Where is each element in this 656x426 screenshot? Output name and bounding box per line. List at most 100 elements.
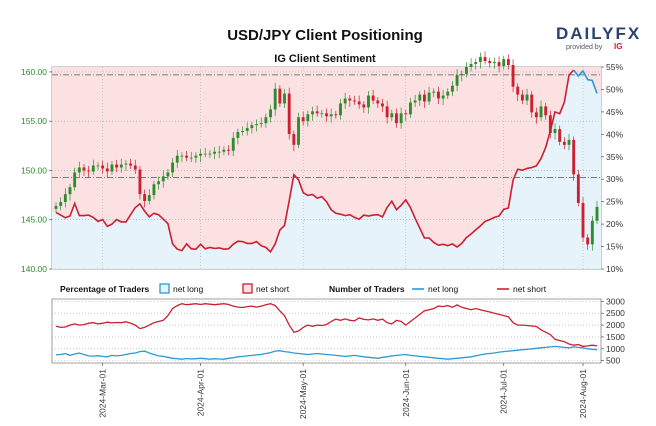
- candle-body: [553, 129, 557, 134]
- price-tick-label: 155.00: [21, 116, 47, 126]
- chart-title: USD/JPY Client Positioning: [227, 27, 423, 44]
- net-long-area: [52, 70, 601, 269]
- candle-body: [231, 137, 235, 151]
- svg-text:DAILYFX: DAILYFX: [556, 24, 641, 43]
- price-tick-label: 140.00: [21, 264, 47, 274]
- candle-body: [353, 100, 356, 102]
- candle-body: [255, 124, 258, 126]
- candle-body: [250, 125, 254, 129]
- candle-body: [138, 169, 142, 195]
- legend-pct-title: Percentage of Traders: [60, 284, 150, 294]
- candle-body: [105, 168, 109, 172]
- candle-body: [68, 187, 72, 195]
- candle-body: [343, 98, 347, 104]
- candle-body: [320, 113, 324, 115]
- candle-body: [441, 95, 445, 99]
- candle-body: [520, 94, 524, 101]
- percent-tick-label: 35%: [606, 152, 623, 162]
- candle-body: [548, 115, 552, 134]
- percent-tick-label: 40%: [606, 129, 623, 139]
- legend-pct-short-swatch: [242, 283, 253, 294]
- candle-body: [73, 172, 77, 188]
- candle-body: [54, 205, 58, 209]
- candle-body: [544, 106, 548, 116]
- candle-body: [273, 88, 277, 110]
- candle-body: [115, 164, 119, 168]
- candle-body: [180, 155, 184, 157]
- count-tick-label: 1000: [606, 344, 625, 354]
- candle-body: [450, 85, 454, 92]
- candle-body: [63, 194, 67, 202]
- candle-body: [301, 117, 305, 122]
- date-tick-label: 2024-Jun-01: [401, 369, 411, 417]
- lower-plot-area: [51, 298, 602, 364]
- legend-pct-long-swatch: [159, 283, 170, 294]
- candle-body: [427, 92, 431, 102]
- candle-body: [469, 64, 473, 67]
- candle-body: [367, 95, 370, 108]
- candle-body: [474, 62, 478, 65]
- candle-body: [306, 114, 310, 122]
- candle-body: [581, 202, 585, 238]
- candle-body: [464, 67, 468, 74]
- candle-body: [77, 167, 81, 173]
- candle-body: [241, 131, 244, 133]
- candle-body: [59, 201, 63, 206]
- percent-tick-label: 20%: [606, 219, 623, 229]
- candle-body: [436, 91, 440, 99]
- percent-tick-label: 15%: [606, 242, 623, 252]
- chart-subtitle: IG Client Sentiment: [274, 53, 376, 65]
- net-short-area: [52, 67, 601, 252]
- candle-body: [315, 111, 319, 114]
- candle-body: [516, 86, 520, 95]
- candle-body: [334, 114, 338, 116]
- candle-body: [245, 128, 249, 132]
- candle-body: [217, 151, 221, 153]
- candle-body: [297, 117, 300, 145]
- candle-body: [203, 153, 207, 155]
- candle-body: [189, 157, 193, 159]
- candle-body: [101, 165, 105, 169]
- candle-body: [362, 104, 366, 108]
- candle-body: [87, 170, 91, 172]
- candle-body: [497, 62, 501, 67]
- percent-axis-ticks: 10% 15% 20% 25% 30% 35% 40% 45% 50% 55%: [601, 62, 623, 274]
- legend-num-long-label: net long: [428, 284, 459, 294]
- percent-tick-label: 55%: [606, 62, 623, 72]
- legend-num-short-label: net short: [513, 284, 547, 294]
- candle-body: [157, 181, 161, 185]
- candle-body: [534, 112, 538, 118]
- candle-body: [567, 139, 571, 145]
- price-tick-label: 150.00: [21, 165, 47, 175]
- candle-body: [129, 163, 133, 166]
- candle-body: [432, 91, 436, 93]
- candle-body: [283, 93, 286, 104]
- candle-body: [511, 65, 515, 87]
- candle-body: [161, 176, 165, 182]
- candle-body: [348, 98, 352, 101]
- candle-body: [166, 172, 170, 177]
- candle-body: [213, 151, 217, 154]
- count-axis-ticks: 500 1000 1500 2000 2500 3000: [601, 296, 625, 366]
- candle-body: [147, 195, 151, 202]
- count-tick-label: 2500: [606, 308, 625, 318]
- candle-body: [404, 113, 408, 115]
- date-tick-label: 2024-May-01: [298, 369, 308, 419]
- candle-body: [390, 113, 394, 118]
- candle-body: [395, 113, 398, 124]
- count-tick-label: 2000: [606, 320, 625, 330]
- candle-body: [264, 117, 268, 124]
- date-tick-label: 2024-Mar-01: [98, 369, 108, 418]
- legend-num-title: Number of Traders: [329, 284, 405, 294]
- candle-body: [208, 153, 212, 155]
- net-short-count-line: [55, 303, 598, 348]
- candle-body: [492, 62, 496, 64]
- dailyfx-logo: DAILYFX provided by IG: [556, 24, 641, 51]
- candle-body: [357, 101, 361, 105]
- candle-body: [530, 94, 534, 113]
- count-tick-label: 1500: [606, 332, 625, 342]
- candle-body: [227, 149, 230, 151]
- count-tick-label: 3000: [606, 296, 625, 306]
